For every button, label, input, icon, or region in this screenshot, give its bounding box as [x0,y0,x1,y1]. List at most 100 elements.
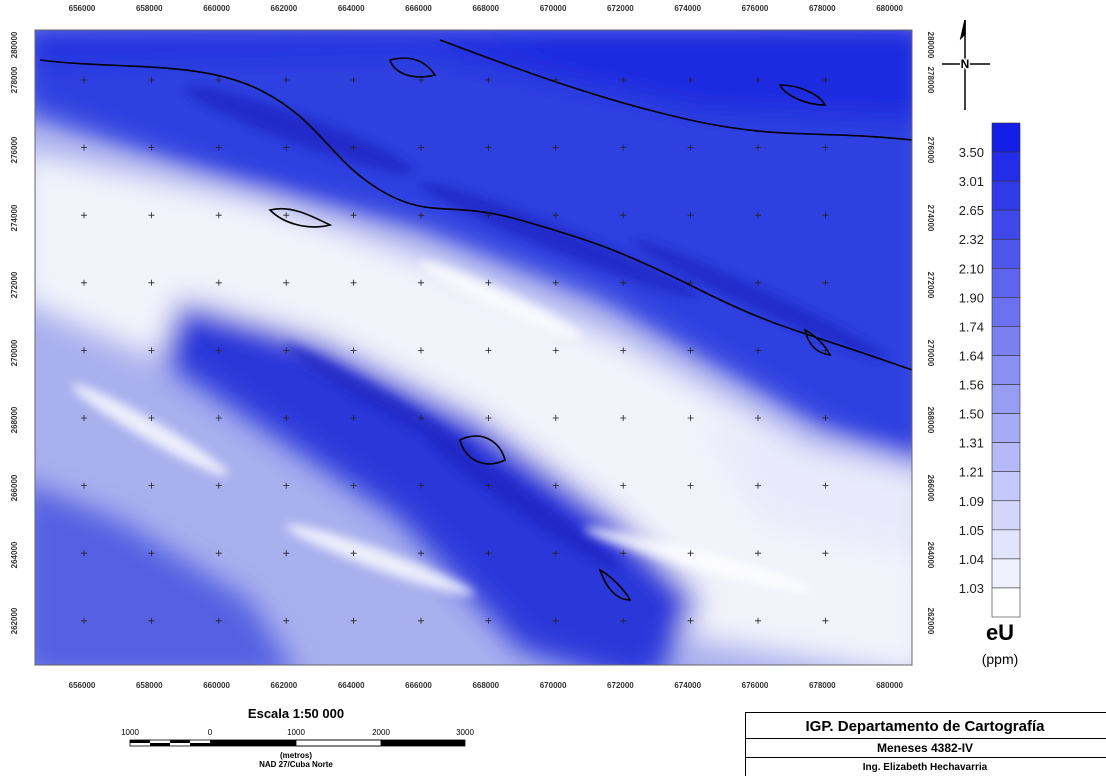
northing-label-left: 276000 [10,136,19,163]
north-label: N [961,57,970,71]
northing-label-left: 268000 [10,406,19,433]
easting-label-top: 678000 [809,4,836,13]
legend-label: 1.04 [959,552,984,567]
scale-segment [170,740,190,743]
legend-title: eU [986,620,1014,645]
easting-label-top: 668000 [472,4,499,13]
northing-label-right: 278000 [926,67,935,94]
legend-swatch [992,501,1020,530]
legend-swatch [992,326,1020,355]
legend-swatch [992,181,1020,210]
easting-label-top: 666000 [405,4,432,13]
northing-label-left: 278000 [10,66,19,93]
scale-segment [150,743,170,746]
easting-label-top: 676000 [742,4,769,13]
legend-swatch [992,385,1020,414]
easting-label-top: 656000 [69,4,96,13]
scale-label: 1000 [121,728,139,737]
scale-datum: NAD 27/Cuba Norte [259,760,333,769]
map-image [20,20,930,690]
easting-label-top: 680000 [876,4,903,13]
easting-label-bottom: 660000 [203,681,230,690]
legend-label: 1.03 [959,581,984,596]
legend-swatch [992,268,1020,297]
title-author: Ing. Elizabeth Hechavarria [863,762,988,773]
legend-swatch [992,530,1020,559]
legend-label: 3.01 [959,174,984,189]
easting-label-top: 662000 [271,4,298,13]
scale-segment [296,740,381,746]
easting-label-top: 664000 [338,4,365,13]
northing-label-right: 268000 [926,407,935,434]
scale-title: Escala 1:50 000 [248,706,344,721]
northing-label-right: 266000 [926,475,935,502]
northing-label-right: 264000 [926,542,935,569]
legend-swatch [992,239,1020,268]
easting-label-top: 670000 [540,4,567,13]
legend-label: 1.05 [959,523,984,538]
legend-label: 1.90 [959,290,984,305]
northing-label-left: 274000 [10,204,19,231]
scale-label: 3000 [456,728,474,737]
legend-swatch [992,210,1020,239]
legend-swatch [992,355,1020,384]
scale-bar: 1000 0 1000 2000 3000 [121,728,474,746]
legend-label: 1.64 [959,348,984,363]
easting-label-bottom: 680000 [876,681,903,690]
legend-label: 1.56 [959,378,984,393]
northing-label-left: 270000 [10,339,19,366]
easting-label-bottom: 670000 [540,681,567,690]
legend-label: 2.32 [959,232,984,247]
legend-label: 2.65 [959,203,984,218]
legend-label: 1.31 [959,436,984,451]
northing-label-left: 262000 [10,607,19,634]
legend-swatch [992,414,1020,443]
legend-unit: (ppm) [982,651,1019,667]
northing-label-left: 264000 [10,541,19,568]
legend-swatch [992,588,1020,617]
scale-segment [381,740,465,746]
northing-label-right: 270000 [926,340,935,367]
scale-segment [130,740,150,743]
northing-label-right: 274000 [926,205,935,232]
easting-label-bottom: 672000 [607,681,634,690]
legend-swatch [992,152,1020,181]
legend-swatch [992,559,1020,588]
northing-label-right: 280000 [926,32,935,59]
easting-label-bottom: 658000 [136,681,163,690]
northing-label-right: 276000 [926,137,935,164]
northing-label-left: 272000 [10,271,19,298]
legend-swatch [992,472,1020,501]
legend: 3.50 3.01 2.65 2.32 2.10 1.90 1.74 1.64 1.56 1.50… [959,123,1020,617]
legend-label: 1.74 [959,319,984,334]
legend-swatch [992,123,1020,152]
title-sheet: Meneses 4382-IV [877,741,973,755]
easting-label-bottom: 666000 [405,681,432,690]
legend-label: 3.50 [959,145,984,160]
scale-label: 0 [208,728,213,737]
map-page: 6560006560006580006580006600006600006620… [0,0,1106,776]
title-org: IGP. Departamento de Cartografía [806,718,1046,735]
scale-unit: (metros) [280,751,312,760]
scale-label: 1000 [287,728,305,737]
northing-label-left: 280000 [10,31,19,58]
legend-label: 1.50 [959,407,984,422]
easting-label-bottom: 676000 [742,681,769,690]
northing-label-right: 272000 [926,272,935,299]
legend-swatch [992,297,1020,326]
scale-segment [210,740,296,746]
easting-label-bottom: 668000 [472,681,499,690]
easting-label-top: 672000 [607,4,634,13]
easting-label-bottom: 664000 [338,681,365,690]
scale-segment [190,743,210,746]
easting-label-top: 674000 [674,4,701,13]
northing-label-left: 266000 [10,474,19,501]
easting-label-bottom: 656000 [69,681,96,690]
northing-label-right: 262000 [926,608,935,635]
easting-label-bottom: 662000 [271,681,298,690]
easting-label-top: 660000 [203,4,230,13]
scale-label: 2000 [372,728,390,737]
legend-label: 1.21 [959,465,984,480]
legend-label: 1.09 [959,494,984,509]
legend-label: 2.10 [959,261,984,276]
